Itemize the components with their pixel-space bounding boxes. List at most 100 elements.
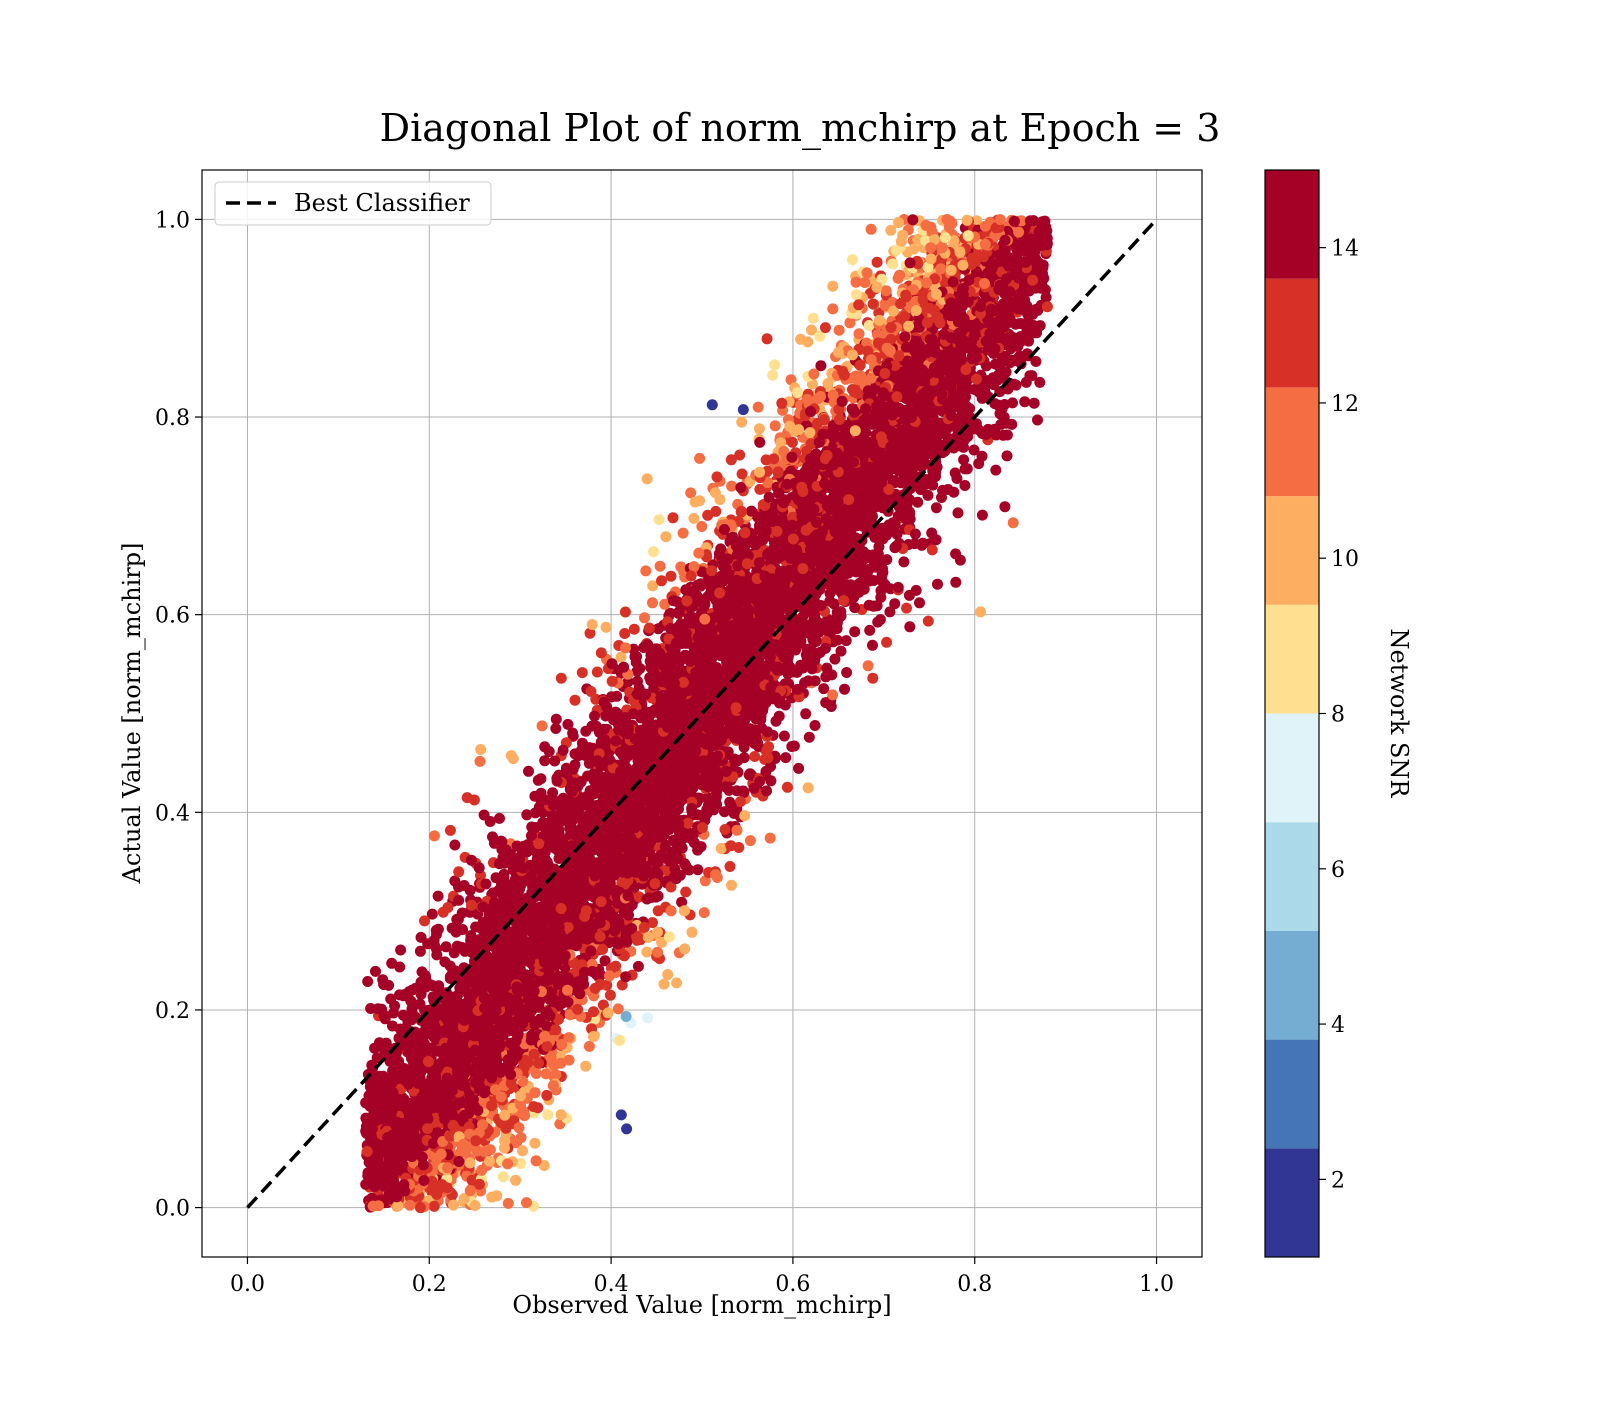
scatter-point (745, 835, 756, 846)
scatter-point (738, 404, 749, 415)
scatter-point (680, 887, 691, 898)
scatter-point (923, 616, 934, 627)
scatter-point (710, 506, 721, 517)
scatter-point (453, 866, 464, 877)
scatter-point (570, 695, 581, 706)
scatter-point (735, 482, 746, 493)
scatter-point (429, 830, 440, 841)
scatter-point (959, 480, 970, 491)
scatter-point (749, 751, 760, 762)
scatter-point (465, 885, 476, 896)
scatter-point (577, 667, 588, 678)
scatter-point (621, 1123, 632, 1134)
scatter-point (839, 684, 850, 695)
scatter-point (834, 325, 845, 336)
scatter-point (648, 546, 659, 557)
scatter-point (640, 565, 651, 576)
scatter-point (854, 328, 865, 339)
scatter-point (475, 744, 486, 755)
scatter-point (893, 217, 904, 228)
scatter-point (868, 299, 879, 310)
scatter-point (911, 585, 922, 596)
scatter-point (362, 976, 373, 987)
scatter-point (660, 531, 671, 542)
scatter-point (654, 514, 665, 525)
scatter-point (787, 437, 798, 448)
scatter-point (867, 640, 878, 651)
scatter-point (875, 614, 886, 625)
scatter-point (866, 224, 877, 235)
scatter-point (898, 556, 909, 567)
scatter-point (688, 513, 699, 524)
scatter-point (716, 843, 727, 854)
scatter-point (433, 891, 444, 902)
scatter-point (498, 1171, 509, 1182)
scatter-point (894, 270, 905, 281)
scatter-point (726, 880, 737, 891)
scatter-point (641, 947, 652, 958)
scatter-point (849, 602, 860, 613)
scatter-point (847, 254, 858, 265)
scatter-point (776, 398, 787, 409)
scatter-point (736, 417, 747, 428)
scatter-point (764, 492, 775, 503)
scatter-point (844, 317, 855, 328)
scatter-point (542, 1109, 553, 1120)
scatter-point (605, 990, 616, 1001)
scatter-point (523, 766, 534, 777)
scatter-point (562, 719, 573, 730)
scatter-point (537, 720, 548, 731)
scatter-point (960, 463, 971, 474)
scatter-point (804, 732, 815, 743)
scatter-point (977, 510, 988, 521)
scatter-point (955, 555, 966, 566)
scatter-point (1021, 377, 1032, 388)
scatter-point (629, 624, 640, 635)
scatter-point (1002, 450, 1013, 461)
scatter-point (707, 399, 718, 410)
scatter-point (828, 390, 839, 401)
scatter-point (587, 619, 598, 630)
scatter-point (541, 1090, 552, 1101)
scatter-point (675, 561, 686, 572)
scatter-point (503, 1198, 514, 1209)
scatter-point (494, 813, 505, 824)
scatter-point (662, 969, 673, 980)
scatter-point (849, 626, 860, 637)
scatter-point (474, 862, 485, 873)
scatter-point (1032, 415, 1043, 426)
chart-title: Diagonal Plot of norm_mchirp at Epoch = … (380, 106, 1221, 151)
scatter-point (679, 905, 690, 916)
scatter-point (950, 577, 961, 588)
scatter-point (475, 756, 486, 767)
scatter-point (746, 506, 757, 517)
scatter-point (659, 979, 670, 990)
scatter-point (927, 544, 938, 555)
scatter-point (864, 625, 875, 636)
scatter-point (779, 731, 790, 742)
scatter-point (997, 403, 1008, 414)
scatter-point (881, 637, 892, 648)
scatter-point (810, 720, 821, 731)
plot-area (202, 170, 1202, 1257)
scatter-point (535, 773, 546, 784)
scatter-point (887, 258, 898, 269)
scatter-point (725, 861, 736, 872)
scatter-point (611, 691, 622, 702)
scatter-point (808, 313, 819, 324)
scatter-point (529, 1138, 540, 1149)
scatter-point (620, 607, 631, 618)
scatter-point (584, 1041, 595, 1052)
scatter-point (1007, 397, 1018, 408)
scatter-point (932, 579, 943, 590)
scatter-point (885, 225, 896, 236)
scatter-point (826, 669, 837, 680)
scatter-point (800, 708, 811, 719)
scatter-point (647, 597, 658, 608)
scatter-point (592, 667, 603, 678)
scatter-point (668, 512, 679, 523)
scatter-point (761, 785, 772, 796)
scatter-point (765, 775, 776, 786)
